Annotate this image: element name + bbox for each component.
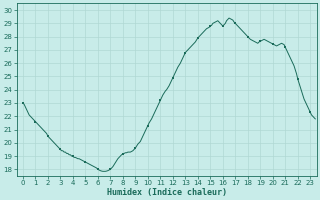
X-axis label: Humidex (Indice chaleur): Humidex (Indice chaleur) <box>107 188 227 197</box>
